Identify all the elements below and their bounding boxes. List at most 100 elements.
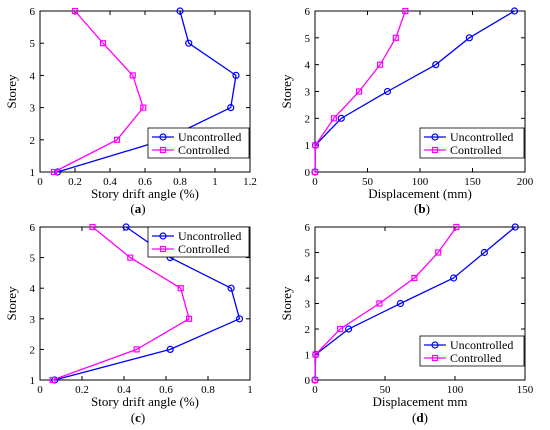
y-tick-label: 4 bbox=[30, 70, 36, 82]
data-point bbox=[176, 7, 184, 15]
data-point bbox=[337, 114, 345, 122]
panel-label: (a) bbox=[130, 201, 145, 216]
y-tick-label: 2 bbox=[305, 324, 311, 336]
data-point bbox=[450, 274, 458, 282]
legend-marker bbox=[159, 133, 167, 141]
data-point bbox=[432, 61, 440, 69]
y-tick-label: 2 bbox=[30, 135, 36, 147]
data-point bbox=[480, 248, 488, 257]
data-point bbox=[453, 223, 460, 231]
data-point bbox=[122, 223, 130, 231]
data-point bbox=[311, 376, 319, 384]
data-point bbox=[330, 115, 337, 122]
legend-marker bbox=[431, 146, 439, 154]
data-point bbox=[129, 72, 136, 79]
y-tick-label: 3 bbox=[30, 314, 36, 326]
data-point bbox=[402, 7, 409, 15]
data-point bbox=[345, 325, 353, 333]
data-point bbox=[50, 168, 58, 176]
series-controlled bbox=[311, 7, 409, 176]
data-point bbox=[99, 40, 107, 47]
y-tick-label: 1 bbox=[30, 375, 36, 387]
legend-entry: Controlled bbox=[178, 143, 229, 157]
data-point bbox=[465, 34, 473, 42]
x-tick-label: 0.8 bbox=[173, 176, 187, 188]
data-point bbox=[377, 61, 384, 68]
data-point bbox=[113, 136, 121, 143]
y-tick-label: 2 bbox=[30, 344, 36, 356]
data-point bbox=[383, 87, 392, 96]
data-point bbox=[177, 285, 184, 292]
y-tick-label: 4 bbox=[305, 60, 311, 72]
y-tick-label: 0 bbox=[305, 375, 311, 387]
legend-marker bbox=[159, 232, 167, 240]
x-tick-label: 0 bbox=[37, 384, 43, 396]
legend-entry: Controlled bbox=[450, 351, 501, 365]
data-point bbox=[511, 223, 519, 231]
x-tick-label: 0 bbox=[312, 384, 318, 396]
data-point bbox=[356, 88, 363, 95]
x-tick-label: 0.4 bbox=[103, 176, 117, 188]
series-line bbox=[52, 226, 190, 381]
data-point bbox=[337, 325, 344, 333]
x-tick-label: 0 bbox=[37, 176, 43, 188]
data-point bbox=[71, 7, 79, 15]
legend-marker bbox=[159, 245, 167, 253]
y-tick-label: 5 bbox=[30, 253, 36, 265]
data-point bbox=[435, 249, 442, 256]
y-tick-label: 5 bbox=[305, 33, 311, 45]
panel-a: 0 0.2 0.4 0.6 0.8 1 1.2 1 2 3 4 5 6 Story drift angle… bbox=[4, 6, 257, 216]
x-tick-label: 1.2 bbox=[243, 176, 257, 188]
data-point bbox=[312, 351, 319, 358]
x-tick-label: 1 bbox=[212, 176, 218, 188]
legend-entry: Controlled bbox=[178, 242, 229, 256]
data-point bbox=[392, 34, 399, 41]
x-tick-label: 0 bbox=[312, 176, 318, 188]
data-point bbox=[166, 345, 174, 353]
legend-entry: Uncontrolled bbox=[450, 338, 513, 352]
data-point bbox=[140, 104, 147, 111]
data-point bbox=[311, 168, 319, 176]
y-axis-title: Storey bbox=[4, 74, 19, 108]
x-tick-label: 200 bbox=[517, 176, 534, 188]
x-tick-label: 150 bbox=[464, 176, 481, 188]
data-point bbox=[510, 7, 519, 15]
data-point bbox=[127, 254, 134, 261]
series-line bbox=[314, 10, 406, 173]
legend-marker bbox=[431, 354, 439, 362]
y-tick-label: 3 bbox=[305, 87, 311, 99]
y-tick-label: 4 bbox=[30, 283, 36, 295]
y-tick-label: 1 bbox=[305, 350, 311, 362]
series-controlled bbox=[311, 223, 460, 384]
data-point bbox=[396, 299, 404, 308]
y-tick-label: 3 bbox=[305, 299, 311, 311]
x-tick-label: 1 bbox=[247, 384, 253, 396]
x-axis-title: Displacement (mm) bbox=[368, 186, 472, 201]
panel-label: (c) bbox=[131, 410, 145, 425]
legend-entry: Uncontrolled bbox=[450, 130, 513, 144]
x-tick-label: 0.2 bbox=[68, 176, 82, 188]
data-point bbox=[312, 142, 319, 149]
x-tick-label: 150 bbox=[517, 384, 534, 396]
data-point bbox=[185, 39, 193, 47]
data-point bbox=[133, 346, 140, 353]
data-point bbox=[49, 376, 56, 384]
legend-entry: Uncontrolled bbox=[178, 229, 241, 243]
y-tick-label: 2 bbox=[305, 113, 311, 125]
y-tick-label: 5 bbox=[30, 38, 36, 50]
x-axis-title: Story drift angle (%) bbox=[91, 394, 199, 409]
y-tick-label: 4 bbox=[305, 273, 311, 285]
x-tick-label: 100 bbox=[447, 384, 464, 396]
y-tick-label: 6 bbox=[30, 222, 36, 234]
data-point bbox=[232, 71, 240, 80]
series-line bbox=[314, 226, 457, 381]
x-axis-title: Displacement mm bbox=[373, 394, 468, 409]
legend-marker bbox=[431, 133, 439, 141]
plot-frame bbox=[39, 226, 251, 381]
x-tick-label: 0.2 bbox=[75, 384, 89, 396]
